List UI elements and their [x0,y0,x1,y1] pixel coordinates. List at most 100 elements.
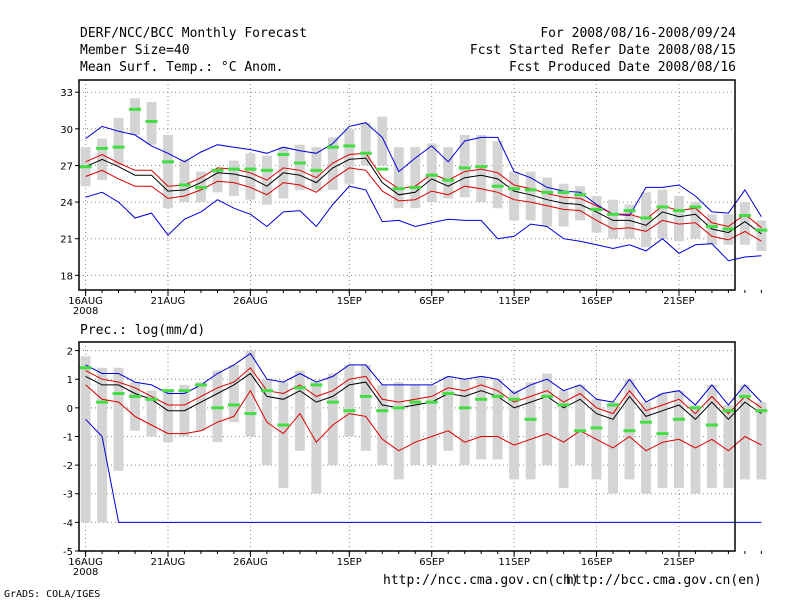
x-tick-label: 26AUG [233,557,268,568]
series-line-ensemble-mean [85,372,762,421]
observed-marker [524,417,537,421]
forecast-start-date: Fcst Started Refer Date 2008/08/15 [469,43,736,58]
x-tick-label: 21SEP [663,296,694,307]
observed-marker [227,403,240,407]
observed-marker [574,429,587,433]
observed-marker [755,228,768,232]
y-tick-label: -4 [63,518,73,529]
observed-marker [557,403,570,407]
range-box [591,195,602,233]
range-box [130,382,140,431]
range-box [360,122,371,166]
range-box [426,143,437,203]
range-box [690,202,701,239]
observed-marker [79,366,92,370]
forecast-title: DERF/NCC/BCC Monthly Forecast [80,26,307,41]
range-box [377,384,388,466]
observed-marker [178,183,191,187]
x-tick-label: 6SEP [419,296,444,307]
range-box [294,370,305,451]
observed-marker [722,227,735,231]
range-box [113,367,124,471]
observed-marker [343,409,356,413]
range-box [706,214,717,245]
y-tick-label: 30 [60,125,73,136]
range-box [443,376,454,451]
range-box [756,402,767,480]
observed-marker [392,406,405,410]
range-box [641,192,651,248]
series-line-upper-percentile [85,367,762,415]
range-box [311,147,322,190]
observed-marker [293,161,306,165]
observed-marker [376,409,389,413]
range-box [146,390,157,437]
x-tick-sublabel: 2008 [73,306,98,317]
observed-marker [425,400,438,404]
range-box [509,390,520,480]
observed-marker [194,185,207,189]
observed-marker [129,107,142,111]
y-tick-label: 21 [60,235,73,246]
range-box [525,382,536,480]
range-box [163,134,173,209]
x-tick-label: 21AUG [151,296,186,307]
series-line-ensemble-mean [85,157,762,235]
range-box [756,220,767,251]
observed-marker [738,394,751,398]
range-box [344,128,355,184]
x-tick-label: 16SEP [581,557,612,568]
observed-marker [672,417,685,421]
observed-marker [178,389,191,393]
observed-marker [145,120,158,124]
observed-marker [738,214,751,218]
observed-marker [326,145,339,149]
series-line-lower-percentile [85,167,762,242]
range-box [558,183,569,227]
x-tick-label: 21SEP [663,557,694,568]
url-chinese-link[interactable]: http://ncc.cma.gov.cn(ch) [383,573,579,588]
range-box [393,382,404,480]
observed-marker [508,397,521,401]
forecast-period: For 2008/08/16-2008/09/24 [540,26,736,41]
observed-marker [590,207,603,211]
range-box [641,402,651,494]
x-tick-label: 1SEP [337,296,362,307]
observed-marker [458,406,471,410]
observed-marker [409,185,422,189]
observed-marker [557,190,570,194]
observed-marker [491,394,504,398]
series-line-ensemble-max [85,122,762,217]
plot-frame [78,341,736,552]
range-box [212,171,223,193]
range-box [558,390,569,489]
y-tick-label: 27 [60,161,73,172]
plot-frame [78,79,736,291]
range-box [706,384,717,489]
range-box [624,204,635,239]
range-box [410,147,421,209]
range-box [196,382,206,431]
observed-marker [607,212,620,216]
range-box [739,384,750,480]
observed-marker [475,165,488,169]
x-tick-label: 26AUG [233,296,268,307]
series-line-ensemble-min [85,418,762,523]
range-box [492,379,503,460]
observed-marker [79,165,92,169]
observed-marker [425,173,438,177]
range-box [443,147,454,199]
member-size-label: Member Size=40 [80,43,190,58]
x-tick-label: 16AUG [68,557,103,568]
range-box [476,376,487,460]
range-box [179,159,190,203]
x-tick-label: 16AUG [68,296,103,307]
url-english-link[interactable]: http://bcc.cma.gov.cn(en) [566,573,762,588]
observed-marker [96,146,109,150]
observed-marker [260,389,273,393]
observed-marker [227,167,240,171]
range-box [311,382,322,494]
range-box [476,134,487,203]
x-tick-label: 16SEP [581,296,612,307]
